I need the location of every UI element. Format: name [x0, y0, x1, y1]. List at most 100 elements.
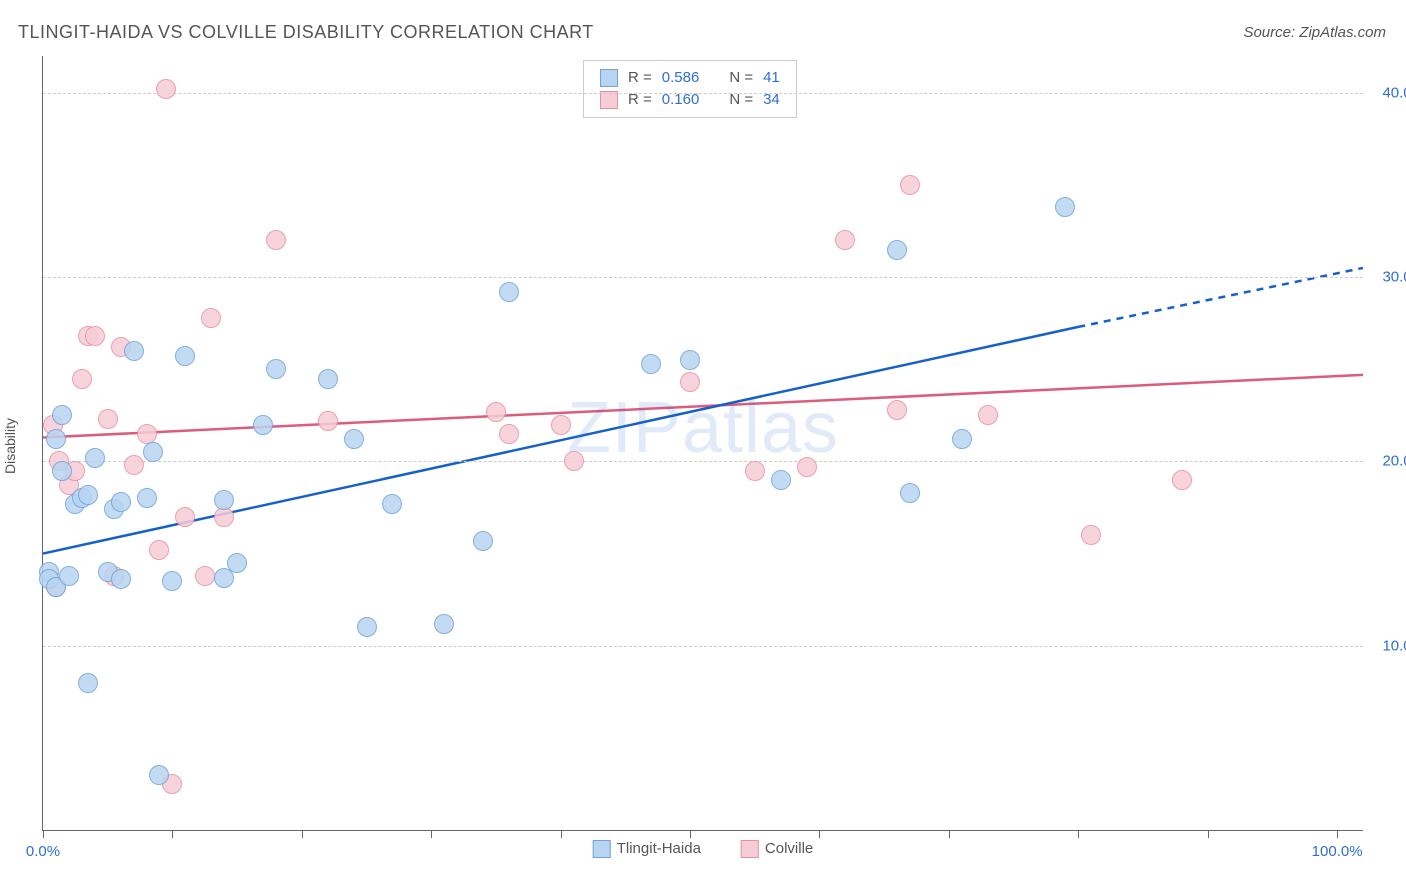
scatter-point [137, 488, 157, 508]
x-tick [1337, 830, 1338, 838]
x-tick [561, 830, 562, 838]
scatter-point [499, 282, 519, 302]
scatter-point [680, 350, 700, 370]
scatter-point [1055, 197, 1075, 217]
scatter-point [745, 461, 765, 481]
scatter-point [85, 448, 105, 468]
scatter-point [72, 369, 92, 389]
scatter-point [111, 492, 131, 512]
x-tick [1078, 830, 1079, 838]
scatter-point [52, 405, 72, 425]
scatter-point [149, 765, 169, 785]
scatter-point [46, 429, 66, 449]
x-tick-label: 100.0% [1312, 843, 1363, 860]
series-legend-item: Colville [741, 840, 813, 858]
scatter-point [162, 571, 182, 591]
stats-legend: R =0.586N =41R =0.160N =34 [583, 60, 797, 118]
scatter-point [318, 411, 338, 431]
x-tick [172, 830, 173, 838]
scatter-point [887, 240, 907, 260]
series-label: Colville [765, 840, 813, 857]
chart-container: TLINGIT-HAIDA VS COLVILLE DISABILITY COR… [0, 0, 1406, 892]
scatter-point [149, 540, 169, 560]
scatter-point [175, 346, 195, 366]
scatter-point [78, 673, 98, 693]
trend-line [43, 375, 1363, 438]
gridline-h [43, 93, 1363, 94]
y-tick-label: 20.0% [1370, 453, 1406, 470]
y-tick-label: 30.0% [1370, 269, 1406, 286]
series-label: Tlingit-Haida [617, 840, 701, 857]
scatter-point [175, 507, 195, 527]
scatter-point [266, 230, 286, 250]
gridline-h [43, 646, 1363, 647]
scatter-point [137, 424, 157, 444]
scatter-point [434, 614, 454, 634]
scatter-point [52, 461, 72, 481]
scatter-point [85, 326, 105, 346]
series-legend-item: Tlingit-Haida [593, 840, 701, 858]
series-legend: Tlingit-Haida Colville [593, 840, 814, 858]
legend-swatch [600, 69, 618, 87]
n-label: N = [729, 67, 753, 89]
scatter-point [59, 566, 79, 586]
scatter-point [357, 617, 377, 637]
y-axis-label: Disability [2, 418, 18, 474]
scatter-point [195, 566, 215, 586]
scatter-point [156, 79, 176, 99]
scatter-point [499, 424, 519, 444]
legend-swatch [593, 840, 611, 858]
scatter-point [124, 455, 144, 475]
scatter-point [797, 457, 817, 477]
trend-line [43, 327, 1078, 554]
scatter-point [111, 569, 131, 589]
scatter-point [900, 175, 920, 195]
scatter-point [227, 553, 247, 573]
scatter-point [124, 341, 144, 361]
scatter-point [641, 354, 661, 374]
scatter-point [835, 230, 855, 250]
x-tick [302, 830, 303, 838]
scatter-point [266, 359, 286, 379]
y-tick-label: 10.0% [1370, 637, 1406, 654]
scatter-point [382, 494, 402, 514]
n-value: 41 [763, 67, 780, 89]
scatter-point [143, 442, 163, 462]
x-tick [43, 830, 44, 838]
scatter-point [344, 429, 364, 449]
scatter-point [473, 531, 493, 551]
scatter-point [952, 429, 972, 449]
scatter-point [1172, 470, 1192, 490]
x-tick [949, 830, 950, 838]
scatter-point [201, 308, 221, 328]
scatter-point [771, 470, 791, 490]
scatter-point [887, 400, 907, 420]
scatter-point [978, 405, 998, 425]
scatter-point [253, 415, 273, 435]
scatter-point [900, 483, 920, 503]
stats-legend-row: R = 0.586 N = 41 [600, 67, 780, 89]
scatter-point [98, 409, 118, 429]
trend-lines-layer [43, 56, 1363, 830]
scatter-point [680, 372, 700, 392]
x-tick [1208, 830, 1209, 838]
r-label: R = [628, 67, 652, 89]
gridline-h [43, 277, 1363, 278]
y-tick-label: 40.0% [1370, 84, 1406, 101]
scatter-point [318, 369, 338, 389]
x-tick [690, 830, 691, 838]
x-tick-label: 0.0% [26, 843, 60, 860]
legend-swatch [741, 840, 759, 858]
scatter-point [214, 490, 234, 510]
scatter-point [551, 415, 571, 435]
scatter-point [78, 485, 98, 505]
scatter-point [564, 451, 584, 471]
x-tick [431, 830, 432, 838]
r-value: 0.586 [662, 67, 700, 89]
scatter-point [486, 402, 506, 422]
chart-title: TLINGIT-HAIDA VS COLVILLE DISABILITY COR… [18, 22, 594, 43]
source-label: Source: ZipAtlas.com [1243, 24, 1386, 41]
gridline-h [43, 461, 1363, 462]
x-tick [819, 830, 820, 838]
scatter-point [1081, 525, 1101, 545]
